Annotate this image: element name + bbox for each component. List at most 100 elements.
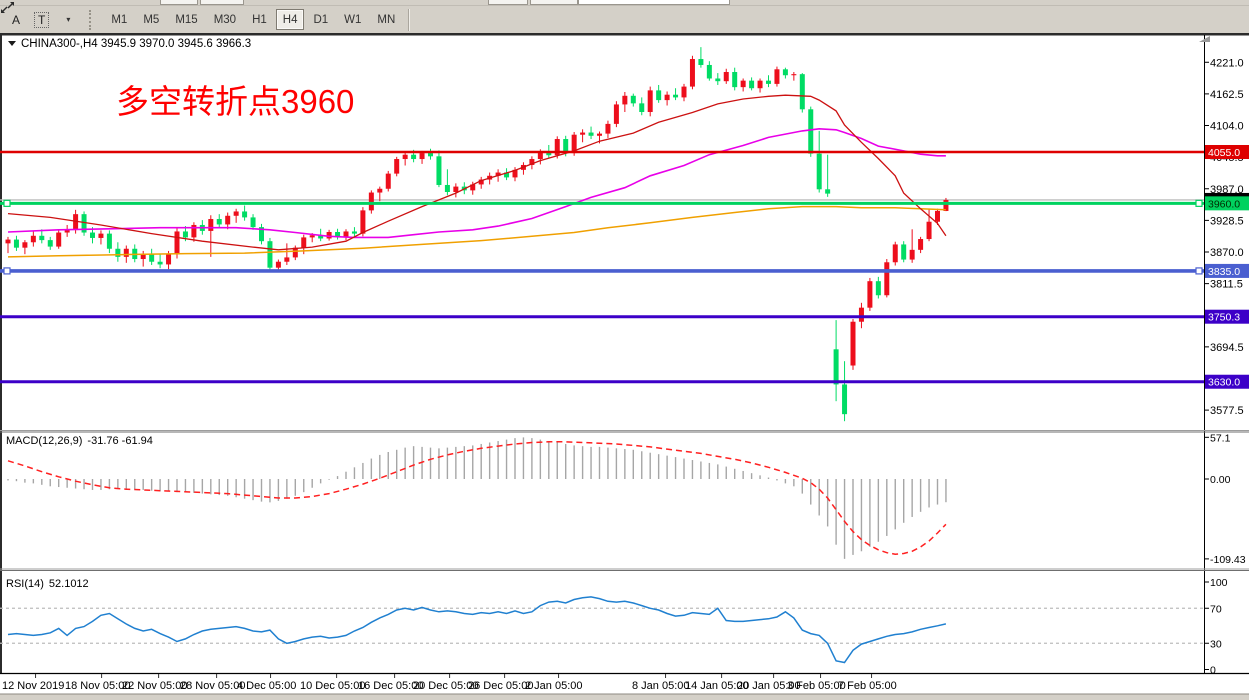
window-chrome-artifact [200,0,244,5]
price-axis[interactable]: 4221.04162.54104.04045.53987.03928.53870… [1205,57,1249,417]
candle [901,241,907,263]
candle [191,222,197,242]
timeframe-button-m1[interactable]: M1 [104,9,134,30]
toolbar: A T ▾ M1 M5 M15 M30 H1 H4 D1 W1 MN [0,0,1249,33]
time-label: 2 Jan 05:00 [525,680,583,692]
arrow-cursor-button[interactable]: A [6,9,26,30]
hline-handle[interactable] [3,267,11,275]
axis-price-badge: 3630.0 [1205,374,1249,389]
candle-body [360,210,366,234]
candle [149,248,155,265]
rsi-line [7,596,947,664]
candle-body [5,239,11,244]
time-label: 20 Jan 05:00 [737,680,801,692]
candle-body [546,152,552,156]
candle-body [411,154,417,160]
price-tick-label: 3987.0 [1210,184,1244,196]
candle-body [394,159,400,174]
axis-price-badge-bg [1205,374,1249,389]
candle-body [140,254,146,260]
candle-body [681,86,687,98]
candle-body [444,184,450,192]
candle [444,169,450,196]
candle-body [64,229,70,233]
timeframe-button-h1[interactable]: H1 [245,9,274,30]
price-tick-label: 3870.0 [1210,247,1244,259]
annotation-text[interactable]: 多空转折点3960 [116,83,354,120]
candle-body [292,247,298,258]
rsi-tick-label: 0 [1210,665,1216,677]
drawing-tools-button[interactable]: ▾ [1,2,77,30]
timeframe-button-w1[interactable]: W1 [337,9,368,30]
candle [242,205,248,221]
candle-body [225,215,231,225]
symbol-dropdown-icon[interactable] [8,41,16,46]
hline-handle[interactable] [1195,199,1203,207]
candle [335,228,341,240]
candle [799,73,805,113]
macd-panel[interactable]: 57.1 0.00 -109.43 [7,432,1246,566]
candle [715,73,721,85]
time-label: 10 Dec 05:00 [300,680,365,692]
candle [478,176,484,189]
candle [106,230,112,254]
timeframe-button-m15[interactable]: M15 [168,9,204,30]
candle-body [901,244,907,260]
toolbar-separator [408,8,411,31]
candle-body [580,132,586,135]
window-chrome-artifact [160,0,198,5]
candle [13,235,19,251]
price-tick-label: 4104.0 [1210,121,1244,133]
hline-handle[interactable] [1195,267,1203,275]
timeframe-button-d1[interactable]: D1 [306,9,335,30]
time-label: 3 Feb 05:00 [787,680,846,692]
candle [935,208,940,225]
rsi-tick-label: 100 [1210,577,1228,589]
candle-body [757,80,763,89]
candle-body [242,211,248,218]
candle-body [808,109,814,154]
window-chrome-artifact [578,0,730,5]
candle-body [749,80,755,89]
candle [428,148,433,160]
scroll-end-marker[interactable] [1199,36,1210,42]
window-chrome-strip [0,0,1249,6]
timeframe-button-h4[interactable]: H4 [275,9,305,30]
timeframe-button-m30[interactable]: M30 [207,9,243,30]
candle-body [740,80,746,88]
rsi-panel[interactable]: 100 70 30 0 [0,577,1228,677]
toolbar-grip[interactable] [89,9,94,30]
time-label: 16 Dec 05:00 [358,680,423,692]
candle-body [22,242,28,248]
candle-body [597,133,602,136]
chevron-down-icon: ▾ [66,15,71,24]
candle-body [157,261,163,265]
candle [664,91,670,106]
candle [613,101,619,128]
main-price-panel[interactable] [0,47,1204,422]
candle [774,66,780,87]
candle [512,167,518,182]
candle-body [98,233,104,238]
hline-handle[interactable] [3,199,11,207]
axis-price-badge: 3835.0 [1205,263,1249,278]
candle [867,277,873,311]
candle [504,168,510,181]
time-label: 8 Jan 05:00 [632,680,690,692]
timeframe-button-m5[interactable]: M5 [136,9,166,30]
candle-body [892,244,898,263]
candle-body [875,281,881,296]
candle-body [673,94,679,98]
candle [39,229,45,244]
candle-body [782,69,788,76]
text-tool-button[interactable]: T [30,9,53,30]
candle [689,55,695,90]
candle-body [250,217,256,228]
candle [267,237,273,271]
candle-body [377,188,383,193]
candle-body [351,231,357,234]
timeframe-button-mn[interactable]: MN [370,9,402,30]
candle-body [723,72,729,82]
